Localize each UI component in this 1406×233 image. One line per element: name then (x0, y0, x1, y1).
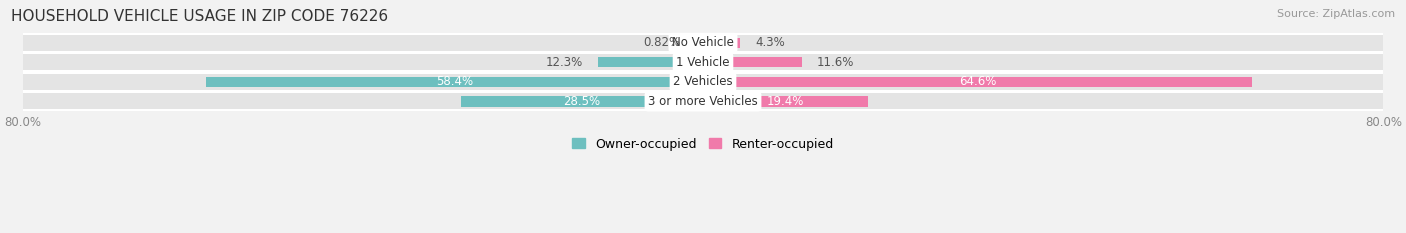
Bar (22, 72, 1384, 92)
Text: 19.4%: 19.4% (766, 95, 804, 108)
Bar (22, 53, 1384, 72)
Text: Source: ZipAtlas.com: Source: ZipAtlas.com (1277, 9, 1395, 19)
Text: 1 Vehicle: 1 Vehicle (676, 56, 730, 69)
Text: No Vehicle: No Vehicle (672, 36, 734, 49)
Text: 3 or more Vehicles: 3 or more Vehicles (648, 95, 758, 108)
Bar (703, 93, 1384, 110)
Bar (22, 33, 1384, 53)
Text: 4.3%: 4.3% (755, 36, 785, 49)
Bar (703, 35, 1384, 51)
Bar (22, 54, 703, 70)
Bar (703, 54, 1384, 70)
Bar (461, 96, 703, 106)
Bar (22, 35, 703, 51)
Legend: Owner-occupied, Renter-occupied: Owner-occupied, Renter-occupied (568, 133, 838, 156)
Text: 11.6%: 11.6% (817, 56, 855, 69)
Text: 28.5%: 28.5% (564, 95, 600, 108)
Text: 2 Vehicles: 2 Vehicles (673, 75, 733, 89)
Bar (599, 57, 703, 68)
Bar (22, 74, 703, 90)
Bar (703, 38, 740, 48)
Bar (22, 93, 703, 110)
Bar (696, 38, 703, 48)
Bar (703, 74, 1384, 90)
Bar (22, 92, 1384, 111)
Text: 0.82%: 0.82% (644, 36, 681, 49)
Text: 64.6%: 64.6% (959, 75, 997, 89)
Bar (703, 77, 1253, 87)
Text: 58.4%: 58.4% (436, 75, 474, 89)
Text: HOUSEHOLD VEHICLE USAGE IN ZIP CODE 76226: HOUSEHOLD VEHICLE USAGE IN ZIP CODE 7622… (11, 9, 388, 24)
Bar (703, 96, 868, 106)
Bar (703, 57, 801, 68)
Bar (207, 77, 703, 87)
Text: 12.3%: 12.3% (546, 56, 583, 69)
